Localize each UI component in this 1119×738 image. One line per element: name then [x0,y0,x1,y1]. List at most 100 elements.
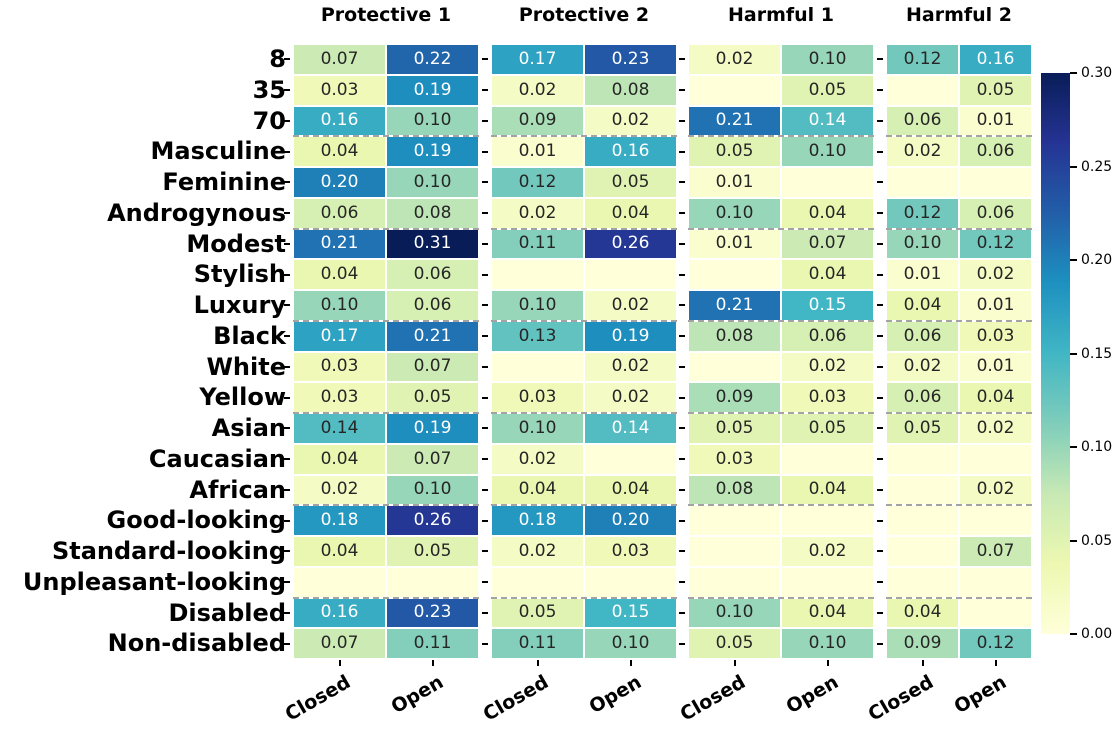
y-tick [482,304,488,307]
heatmap-cell [584,259,677,290]
y-tick [482,458,488,461]
heatmap-cell: 0.02 [584,382,677,413]
x-tick-label: Closed [479,671,553,726]
heatmap-cell: 0.21 [688,105,781,137]
y-tick [679,273,685,276]
cell-value: 0.10 [808,141,847,162]
cell-value: 0.21 [320,233,359,254]
y-tick [679,396,685,399]
x-tick [921,660,924,666]
cell-value: 0.05 [976,79,1015,100]
heatmap-cell: 0.05 [491,597,584,629]
y-tick [482,273,488,276]
heatmap-cell: 0.12 [959,228,1032,260]
y-tick [482,335,488,338]
heatmap-cell: 0.07 [293,628,386,659]
heatmap-cell: 0.12 [959,628,1032,659]
cell-value: 0.04 [808,202,847,223]
heatmap-cell: 0.02 [781,536,874,567]
heatmap-cell: 0.08 [688,320,781,352]
heatmap-cell: 0.10 [386,474,479,506]
y-tick [877,458,883,461]
cell-value: 0.01 [715,233,754,254]
cell-value: 0.19 [413,141,452,162]
cell-value: 0.04 [320,448,359,469]
cell-value: 0.10 [611,633,650,654]
x-tick [733,660,736,666]
heatmap-cell: 0.02 [959,259,1032,290]
y-tick [679,581,685,584]
heatmap-cell: 0.06 [959,136,1032,167]
heatmap-cell: 0.02 [688,44,781,75]
y-tick [877,242,883,245]
heatmap-cell: 0.04 [584,474,677,506]
heatmap-cell [688,505,781,536]
heatmap-cell: 0.12 [491,167,584,198]
heatmap-cell: 0.19 [386,136,479,167]
heatmap-cell: 0.05 [688,413,781,444]
y-tick [482,150,488,153]
heatmap-cell [959,167,1032,198]
cell-value: 0.15 [808,294,847,315]
cell-value: 0.05 [808,79,847,100]
cell-value: 0.07 [320,633,359,654]
category-separator-line [688,227,874,230]
y-tick [877,119,883,122]
heatmap-cell: 0.01 [959,105,1032,137]
heatmap-cell: 0.04 [293,259,386,290]
heatmap-cell: 0.06 [781,320,874,352]
panel-title: Harmful 2 [905,4,1013,26]
cell-value: 0.16 [320,602,359,623]
heatmap-cell: 0.16 [584,136,677,167]
y-tick [284,365,290,368]
heatmap-cell [491,566,584,598]
heatmap-cell: 0.03 [491,382,584,413]
heatmap-cell [959,443,1032,475]
cell-value: 0.06 [976,202,1015,223]
cell-value: 0.09 [518,110,557,131]
cell-value: 0.02 [518,540,557,561]
heatmap-cell: 0.09 [886,628,959,659]
cell-value: 0.17 [518,48,557,69]
y-tick [482,58,488,61]
y-tick [284,89,290,92]
y-tick [284,396,290,399]
cell-value: 0.08 [611,79,650,100]
cell-value: 0.07 [413,448,452,469]
y-tick [877,611,883,614]
heatmap-cell [688,74,781,106]
cell-value: 0.23 [611,48,650,69]
heatmap-cell: 0.10 [386,105,479,137]
cell-value: 0.10 [518,294,557,315]
heatmap-cell: 0.07 [959,536,1032,567]
cell-value: 0.01 [715,171,754,192]
heatmap-cell: 0.04 [293,136,386,167]
category-separator-line [491,227,677,230]
y-tick [284,519,290,522]
x-tick-label: Open [950,671,1011,719]
category-separator-line [491,596,677,599]
heatmap-cell: 0.10 [886,228,959,260]
y-tick [284,242,290,245]
heatmap-cell: 0.06 [386,290,479,321]
heatmap-cell: 0.10 [688,197,781,229]
cell-value: 0.07 [808,233,847,254]
colorbar-tick [1070,165,1077,168]
row-label: White [206,352,286,381]
heatmap-cell: 0.06 [293,197,386,229]
cell-value: 0.08 [413,202,452,223]
x-tick [536,660,539,666]
category-separator-line [491,319,677,322]
cell-value: 0.06 [976,141,1015,162]
heatmap-cell: 0.04 [781,474,874,506]
y-tick [284,427,290,430]
heatmap-cell: 0.10 [781,44,874,75]
heatmap-cell: 0.14 [293,413,386,444]
y-tick [877,581,883,584]
cell-value: 0.01 [976,110,1015,131]
heatmap-cell: 0.05 [688,628,781,659]
heatmap-cell: 0.05 [688,136,781,167]
heatmap-cell: 0.05 [584,167,677,198]
x-tick-label: Closed [676,671,750,726]
